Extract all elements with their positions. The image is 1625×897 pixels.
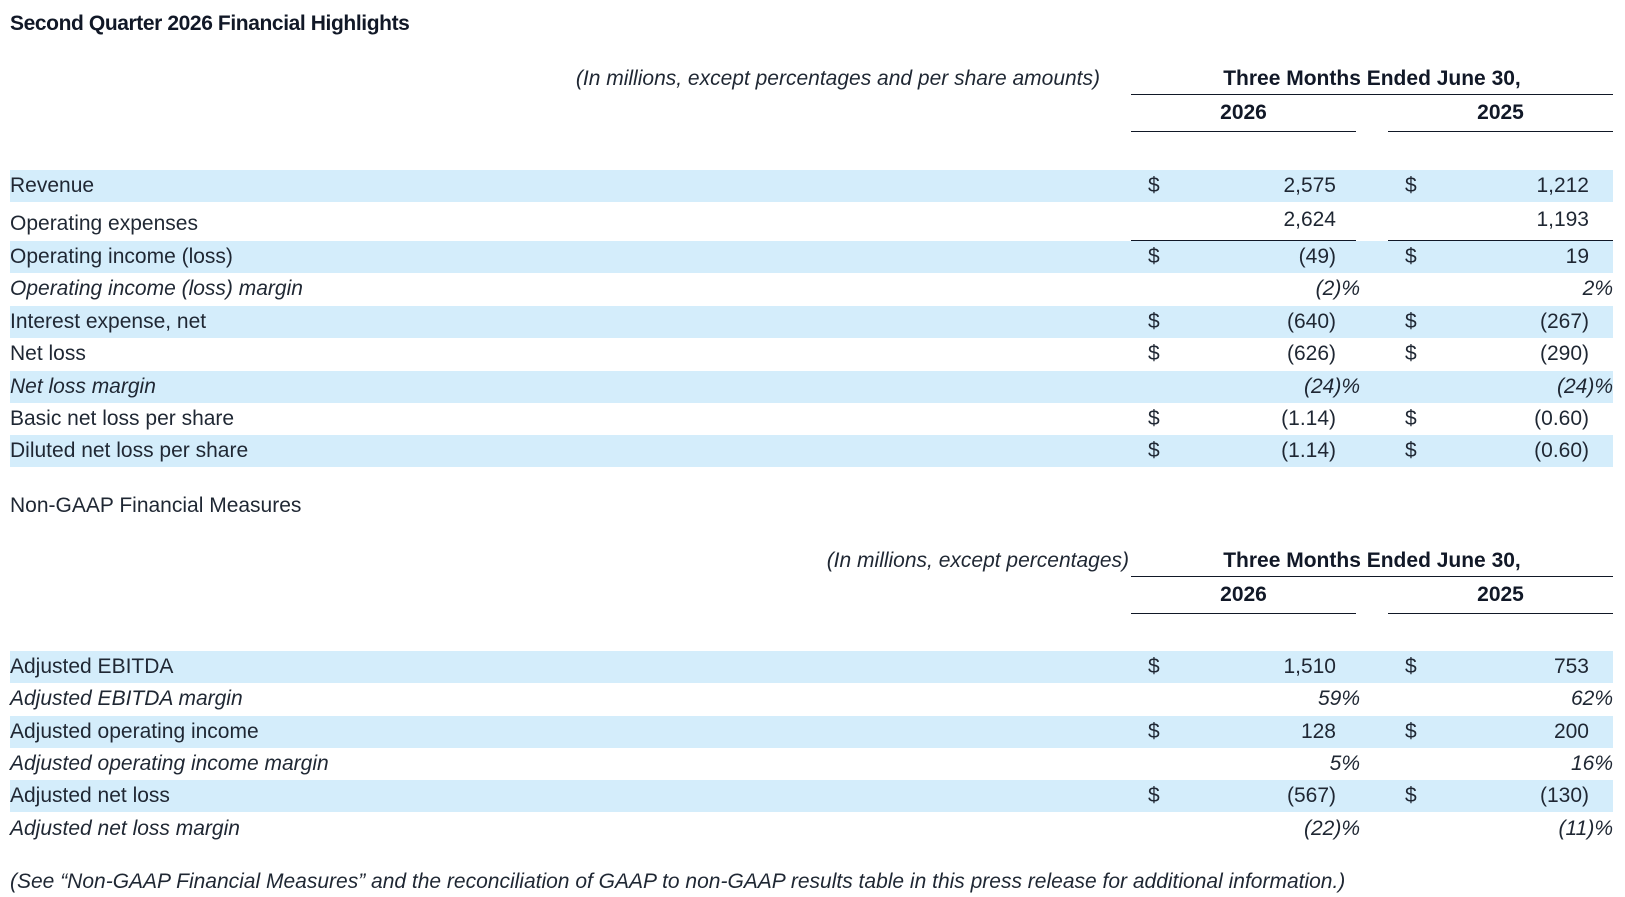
non-gaap-year-2026: 2026 — [1131, 583, 1356, 614]
value-2026: (626) — [1286, 342, 1336, 365]
currency-symbol: $ — [1148, 439, 1160, 462]
currency-symbol: $ — [1148, 174, 1160, 197]
currency-symbol: $ — [1405, 174, 1417, 197]
table-row-basic-eps: Basic net loss per share $ (1.14) $ (0.6… — [10, 403, 1613, 435]
table-row-adjusted-operating-margin: Adjusted operating income margin 5% 16% — [10, 748, 1613, 780]
value-2025: 1,193 — [1536, 208, 1589, 231]
row-label: Interest expense, net — [10, 310, 207, 333]
value-2025: 1,212 — [1536, 174, 1589, 197]
value-2025: (0.60) — [1534, 407, 1589, 430]
value-2026: 2,575 — [1283, 174, 1336, 197]
value-2026: 2,624 — [1283, 208, 1336, 231]
currency-symbol: $ — [1405, 245, 1417, 268]
value-2026: (1.14) — [1281, 407, 1336, 430]
value-2026: 5% — [1329, 752, 1360, 775]
section-subtitle: Non-GAAP Financial Measures — [10, 494, 302, 517]
gaap-period-header: Three Months Ended June 30, — [1131, 67, 1613, 95]
value-2025: (130) — [1539, 784, 1589, 807]
non-gaap-period-header: Three Months Ended June 30, — [1131, 549, 1613, 577]
currency-symbol: $ — [1405, 655, 1417, 678]
value-2026: 128 — [1300, 720, 1336, 743]
gaap-year-2026: 2026 — [1131, 101, 1356, 132]
value-2025: 16% — [1570, 752, 1613, 775]
table-row-adjusted-ebitda: Adjusted EBITDA $ 1,510 $ 753 — [10, 651, 1613, 683]
currency-symbol: $ — [1148, 342, 1160, 365]
row-label: Net loss — [10, 342, 86, 365]
currency-symbol: $ — [1405, 784, 1417, 807]
value-2025: 753 — [1553, 655, 1589, 678]
value-2026: (49) — [1298, 245, 1336, 268]
currency-symbol: $ — [1405, 342, 1417, 365]
value-2025: (11)% — [1558, 817, 1613, 840]
table-row-adjusted-ebitda-margin: Adjusted EBITDA margin 59% 62% — [10, 683, 1613, 715]
value-2025: 2% — [1582, 277, 1613, 300]
value-2026: (567) — [1286, 784, 1336, 807]
value-2025: 62% — [1570, 687, 1613, 710]
value-2026: (2)% — [1315, 277, 1360, 300]
gaap-year-2025: 2025 — [1388, 101, 1613, 132]
value-2026: (640) — [1286, 310, 1336, 333]
row-label: Revenue — [10, 174, 95, 197]
value-2025: 19 — [1565, 245, 1589, 268]
row-label: Adjusted operating income — [10, 720, 259, 743]
row-label: Adjusted operating income margin — [10, 752, 329, 775]
footnote: (See “Non-GAAP Financial Measures” and t… — [10, 870, 1346, 893]
currency-symbol: $ — [1148, 784, 1160, 807]
table-row-operating-expenses: Operating expenses 2,624 1,193 — [10, 204, 1613, 236]
currency-symbol: $ — [1405, 407, 1417, 430]
table-row-adjusted-net-loss: Adjusted net loss $ (567) $ (130) — [10, 780, 1613, 812]
currency-symbol: $ — [1148, 310, 1160, 333]
value-2025: (290) — [1539, 342, 1589, 365]
row-label: Operating expenses — [10, 212, 198, 235]
currency-symbol: $ — [1405, 720, 1417, 743]
value-2026: (24)% — [1303, 375, 1360, 398]
currency-symbol: $ — [1148, 655, 1160, 678]
table-row-revenue: Revenue $ 2,575 $ 1,212 — [10, 170, 1613, 202]
currency-symbol: $ — [1148, 720, 1160, 743]
value-2025: 200 — [1553, 720, 1589, 743]
row-label: Net loss margin — [10, 375, 156, 398]
currency-symbol: $ — [1148, 245, 1160, 268]
table-row-adjusted-net-loss-margin: Adjusted net loss margin (22)% (11)% — [10, 813, 1613, 845]
value-2026: (1.14) — [1281, 439, 1336, 462]
table-row-operating-income: Operating income (loss) $ (49) $ 19 — [10, 241, 1613, 273]
value-2026: 59% — [1317, 687, 1360, 710]
non-gaap-units-note: (In millions, except percentages) — [826, 549, 1129, 572]
value-2026: 1,510 — [1283, 655, 1336, 678]
table-row-net-loss: Net loss $ (626) $ (290) — [10, 338, 1613, 370]
subtotal-rule — [1131, 240, 1356, 241]
subtotal-rule — [1388, 240, 1613, 241]
page-title: Second Quarter 2026 Financial Highlights — [10, 12, 410, 35]
table-row-net-loss-margin: Net loss margin (24)% (24)% — [10, 371, 1613, 403]
currency-symbol: $ — [1148, 407, 1160, 430]
row-label: Operating income (loss) — [10, 245, 233, 268]
row-label: Basic net loss per share — [10, 407, 235, 430]
row-label: Adjusted net loss — [10, 784, 170, 807]
row-label: Adjusted EBITDA margin — [10, 687, 243, 710]
currency-symbol: $ — [1405, 439, 1417, 462]
table-row-diluted-eps: Diluted net loss per share $ (1.14) $ (0… — [10, 435, 1613, 467]
value-2025: (0.60) — [1534, 439, 1589, 462]
table-row-adjusted-operating-income: Adjusted operating income $ 128 $ 200 — [10, 716, 1613, 748]
value-2025: (24)% — [1556, 375, 1613, 398]
non-gaap-year-2025: 2025 — [1388, 583, 1613, 614]
row-label: Operating income (loss) margin — [10, 277, 303, 300]
value-2025: (267) — [1539, 310, 1589, 333]
gaap-units-note: (In millions, except percentages and per… — [575, 67, 1100, 90]
table-row-operating-margin: Operating income (loss) margin (2)% 2% — [10, 273, 1613, 305]
table-row-interest-expense: Interest expense, net $ (640) $ (267) — [10, 306, 1613, 338]
row-label: Adjusted net loss margin — [10, 817, 240, 840]
value-2026: (22)% — [1303, 817, 1360, 840]
row-label: Diluted net loss per share — [10, 439, 249, 462]
currency-symbol: $ — [1405, 310, 1417, 333]
row-label: Adjusted EBITDA — [10, 655, 174, 678]
